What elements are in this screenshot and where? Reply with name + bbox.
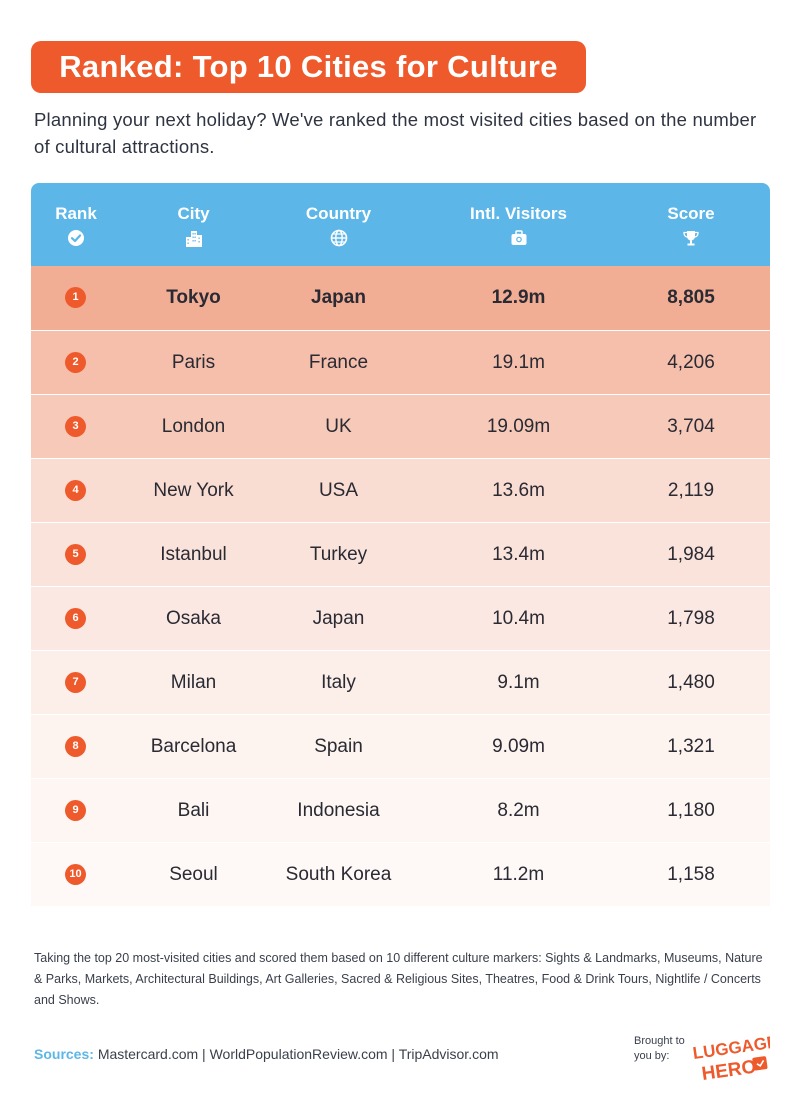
rank-badge: 2 [65, 352, 86, 373]
header-score: Score [621, 183, 761, 266]
subtitle: Planning your next holiday? We've ranked… [34, 109, 757, 157]
table-row: 5 Istanbul Turkey 13.4m 1,984 [31, 522, 770, 586]
table-row: 6 Osaka Japan 10.4m 1,798 [31, 586, 770, 650]
city-cell: Paris [171, 352, 216, 373]
country-cell: UK [325, 416, 352, 437]
table-row: 2 Paris France 19.1m 4,206 [31, 330, 770, 394]
visitors-cell: 12.9m [491, 287, 546, 308]
score-cell: 3,704 [667, 416, 715, 437]
table-row: 3 London UK 19.09m 3,704 [31, 394, 770, 458]
score-cell: 1,798 [667, 608, 715, 629]
visitors-cell: 9.1m [497, 672, 540, 693]
city-cell: New York [153, 480, 234, 501]
table-body: 1 Tokyo Japan 12.9m 8,805 2 Paris France 19.1m 4,… [31, 266, 770, 906]
header-country: Country [276, 183, 401, 266]
visitors-cell: 9.09m [492, 736, 545, 757]
sources-label: Sources: [34, 1046, 94, 1062]
visitors-cell: 13.6m [492, 480, 545, 501]
ranking-table: Rank City Country [31, 183, 770, 906]
score-cell: 1,480 [667, 672, 715, 693]
visitors-cell: 19.09m [486, 416, 551, 437]
sources: Sources: Mastercard.com | WorldPopulatio… [34, 1046, 499, 1062]
luggage-hero-logo: LUGGAGE HERO [692, 1032, 770, 1085]
visitors-cell: 11.2m [492, 864, 545, 885]
city-cell: Barcelona [150, 736, 237, 757]
city-cell: Tokyo [166, 287, 221, 308]
table-header: Rank City Country [31, 183, 770, 266]
score-cell: 4,206 [667, 352, 715, 373]
page-title: Ranked: Top 10 Cities for Culture [31, 41, 586, 93]
table-row: 7 Milan Italy 9.1m 1,480 [31, 650, 770, 714]
check-circle-icon [68, 230, 84, 246]
buildings-icon [185, 231, 202, 247]
header-city: City [131, 183, 256, 266]
country-cell: Turkey [309, 544, 368, 565]
visitors-cell: 19.1m [492, 352, 545, 373]
score-cell: 1,321 [667, 736, 715, 757]
city-cell: Milan [170, 672, 217, 693]
header-rank-label: Rank [55, 204, 97, 223]
table-row: 10 Seoul South Korea 11.2m 1,158 [31, 842, 770, 906]
rank-badge: 5 [65, 544, 86, 565]
visitors-cell: 10.4m [492, 608, 545, 629]
header-score-label: Score [667, 204, 715, 223]
table-row: 8 Barcelona Spain 9.09m 1,321 [31, 714, 770, 778]
country-cell: Japan [311, 287, 366, 308]
score-cell: 1,180 [667, 800, 715, 821]
city-cell: London [161, 416, 226, 437]
country-cell: Japan [312, 608, 365, 629]
country-cell: Indonesia [297, 800, 380, 821]
rank-badge: 9 [65, 800, 86, 821]
suitcase-icon [511, 230, 526, 245]
header-visitors: Intl. Visitors [446, 183, 591, 266]
country-cell: Spain [314, 736, 363, 757]
rank-badge: 7 [65, 672, 86, 693]
visitors-cell: 13.4m [492, 544, 545, 565]
country-cell: USA [318, 480, 359, 501]
methodology-note: Taking the top 20 most-visited cities an… [34, 951, 763, 1007]
score-cell: 1,158 [667, 864, 715, 885]
country-cell: Italy [321, 672, 356, 693]
score-cell: 2,119 [667, 480, 715, 501]
sources-text: Mastercard.com | WorldPopulationReview.c… [97, 1046, 499, 1062]
city-cell: Istanbul [160, 544, 227, 565]
header-visitors-label: Intl. Visitors [470, 204, 567, 223]
brought-by-text: Brought to you by: [634, 1035, 685, 1062]
header-city-label: City [177, 204, 210, 223]
city-cell: Osaka [166, 608, 221, 629]
rank-badge: 1 [65, 287, 86, 308]
header-rank: Rank [31, 183, 121, 266]
rank-badge: 6 [65, 608, 86, 629]
visitors-cell: 8.2m [497, 800, 540, 821]
city-cell: Bali [177, 800, 210, 821]
rank-badge: 10 [65, 864, 86, 885]
table-row: 9 Bali Indonesia 8.2m 1,180 [31, 778, 770, 842]
table-row: 1 Tokyo Japan 12.9m 8,805 [31, 266, 770, 330]
header-country-label: Country [305, 204, 372, 223]
trophy-icon [683, 231, 699, 246]
rank-badge: 8 [65, 736, 86, 757]
country-cell: France [308, 352, 369, 373]
table-row: 4 New York USA 13.6m 2,119 [31, 458, 770, 522]
rank-badge: 4 [65, 480, 86, 501]
score-cell: 8,805 [667, 287, 715, 308]
score-cell: 1,984 [667, 544, 715, 565]
country-cell: South Korea [285, 864, 392, 885]
globe-icon [330, 229, 347, 247]
rank-badge: 3 [65, 416, 86, 437]
city-cell: Seoul [169, 864, 218, 885]
